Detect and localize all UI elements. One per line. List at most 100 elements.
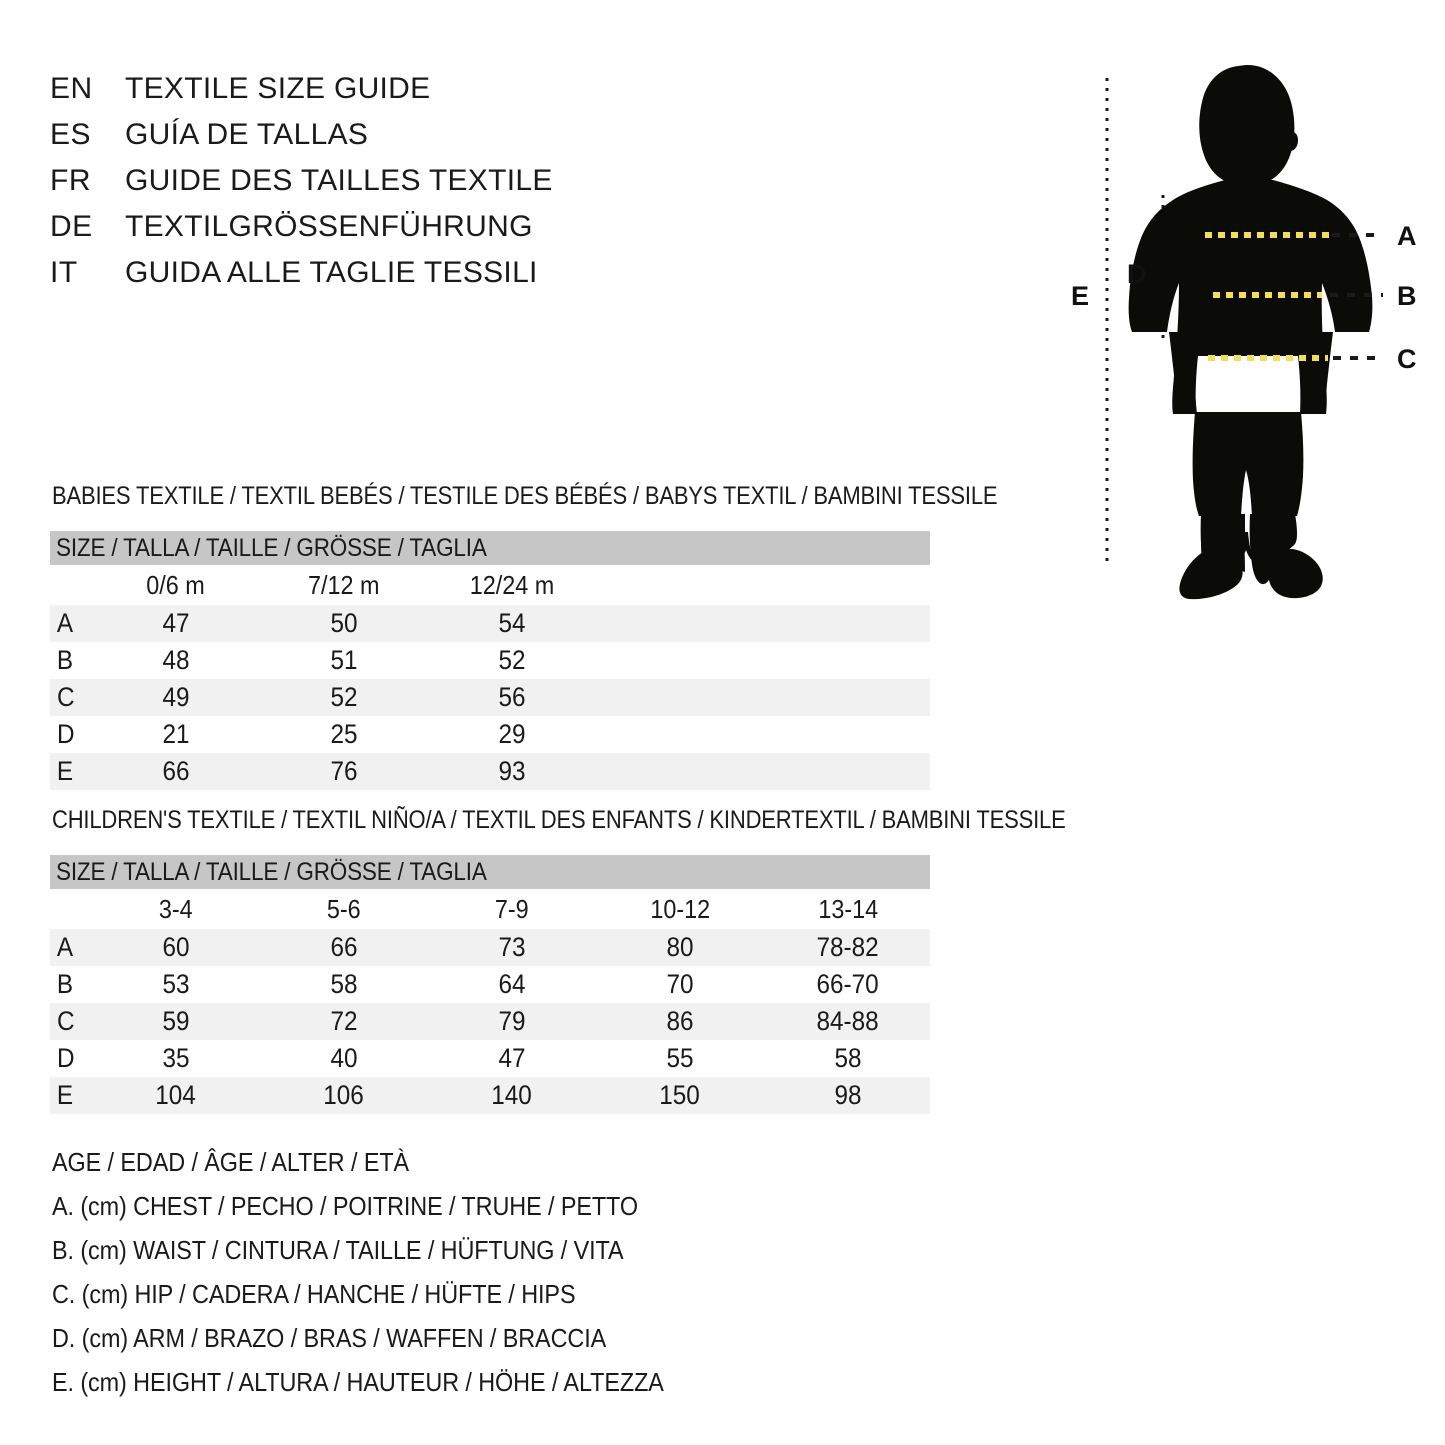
table-cell: 50 [330, 608, 358, 638]
table-row: D 35 40 47 55 58 [50, 1040, 930, 1077]
table-cell: 60 [162, 932, 190, 962]
table-cell: 58 [330, 969, 358, 999]
measure-row-label: C [56, 682, 75, 712]
babies-table-headbar: SIZE / TALLA / TAILLE / GRÖSSE / TAGLIA [50, 531, 930, 565]
table-cell: 98 [834, 1080, 862, 1110]
table-cell: 72 [330, 1006, 358, 1036]
table-cell: 47 [162, 608, 190, 638]
language-code: IT [50, 256, 78, 289]
table-cell: 104 [155, 1080, 197, 1110]
children-section-title: CHILDREN'S TEXTILE / TEXTIL NIÑO/A / TEX… [52, 806, 1066, 834]
babies-column-header: 0/6 m [146, 569, 206, 600]
legend-item: A. (cm) CHEST / PECHO / POITRINE / TRUHE… [52, 1191, 638, 1221]
language-code: ES [50, 118, 92, 151]
table-cell: 21 [162, 719, 190, 749]
table-cell: 25 [330, 719, 358, 749]
table-cell: 79 [498, 1006, 526, 1036]
children-headbar-label: SIZE / TALLA / TAILLE / GRÖSSE / TAGLIA [56, 858, 487, 886]
language-row: FR GUIDE DES TAILLES TEXTILE [50, 164, 670, 210]
table-cell: 80 [666, 932, 694, 962]
table-cell: 73 [498, 932, 526, 962]
babies-headbar-label: SIZE / TALLA / TAILLE / GRÖSSE / TAGLIA [56, 534, 487, 562]
legend-item: D. (cm) ARM / BRAZO / BRAS / WAFFEN / BR… [52, 1323, 607, 1353]
table-cell: 140 [491, 1080, 533, 1110]
measurement-legend: AGE / EDAD / ÂGE / ALTER / ETÀ A. (cm) C… [52, 1140, 732, 1404]
table-cell: 150 [659, 1080, 701, 1110]
language-title: TEXTILGRÖSSENFÜHRUNG [125, 210, 533, 243]
table-cell: 56 [498, 682, 526, 712]
child-silhouette [1128, 64, 1373, 600]
measure-row-label: E [56, 1080, 74, 1110]
legend-item: C. (cm) HIP / CADERA / HANCHE / HÜFTE / … [52, 1279, 576, 1309]
table-row: E 66 76 93 [50, 753, 930, 790]
language-title: TEXTILE SIZE GUIDE [125, 72, 431, 105]
table-cell: 64 [498, 969, 526, 999]
table-cell: 93 [498, 756, 526, 786]
marker-label-e: E [1071, 281, 1089, 311]
measure-row-label: A [56, 608, 74, 638]
babies-column-header: 12/24 m [469, 569, 555, 600]
language-row: IT GUIDA ALLE TAGLIE TESSILI [50, 256, 670, 302]
children-column-header: 13-14 [818, 893, 878, 924]
language-row: ES GUÍA DE TALLAS [50, 118, 670, 164]
language-title: GUIDA ALLE TAGLIE TESSILI [125, 256, 538, 289]
table-row: B 53 58 64 70 66-70 [50, 966, 930, 1003]
children-column-header: 3-4 [159, 893, 193, 924]
table-cell: 106 [323, 1080, 365, 1110]
language-header: EN TEXTILE SIZE GUIDE ES GUÍA DE TALLAS … [50, 72, 670, 302]
children-column-header-row: 3-4 5-6 7-9 10-12 13-14 [50, 889, 930, 929]
table-cell: 29 [498, 719, 526, 749]
table-row: D 21 25 29 [50, 716, 930, 753]
measure-row-label: D [56, 1043, 75, 1073]
measure-row-label: B [56, 645, 74, 675]
table-row: C 49 52 56 [50, 679, 930, 716]
marker-label-b: B [1397, 281, 1417, 311]
measure-row-label: D [56, 719, 75, 749]
measure-row-label: A [56, 932, 74, 962]
table-cell: 66 [330, 932, 358, 962]
table-cell: 48 [162, 645, 190, 675]
table-cell: 54 [498, 608, 526, 638]
table-cell: 49 [162, 682, 190, 712]
language-code: DE [50, 210, 93, 243]
marker-label-d: D [1127, 259, 1147, 289]
table-cell: 59 [162, 1006, 190, 1036]
table-cell: 76 [330, 756, 358, 786]
table-cell: 51 [330, 645, 358, 675]
legend-item: AGE / EDAD / ÂGE / ALTER / ETÀ [52, 1147, 410, 1177]
measurement-diagram: A B C D E [1045, 40, 1445, 600]
table-cell: 66 [162, 756, 190, 786]
children-table-headbar: SIZE / TALLA / TAILLE / GRÖSSE / TAGLIA [50, 855, 930, 889]
babies-column-header: 7/12 m [308, 569, 380, 600]
measure-row-label: C [56, 1006, 75, 1036]
table-cell: 86 [666, 1006, 694, 1036]
children-column-header: 5-6 [327, 893, 361, 924]
babies-column-header-row: 0/6 m 7/12 m 12/24 m [50, 565, 930, 605]
babies-section-title: BABIES TEXTILE / TEXTIL BEBÉS / TESTILE … [52, 482, 998, 510]
table-row: A 60 66 73 80 78-82 [50, 929, 930, 966]
measure-row-label: B [56, 969, 74, 999]
language-code: FR [50, 164, 91, 197]
table-cell: 35 [162, 1043, 190, 1073]
table-row: B 48 51 52 [50, 642, 930, 679]
children-column-header: 7-9 [495, 893, 529, 924]
marker-label-a: A [1397, 221, 1417, 251]
legend-item: B. (cm) WAIST / CINTURA / TAILLE / HÜFTU… [52, 1235, 624, 1265]
table-row: C 59 72 79 86 84-88 [50, 1003, 930, 1040]
language-title: GUIDE DES TAILLES TEXTILE [125, 164, 553, 197]
table-row: E 104 106 140 150 98 [50, 1077, 930, 1114]
table-cell: 53 [162, 969, 190, 999]
table-row: A 47 50 54 [50, 605, 930, 642]
table-cell: 52 [498, 645, 526, 675]
table-cell: 55 [666, 1043, 694, 1073]
table-cell: 70 [666, 969, 694, 999]
children-column-header: 10-12 [650, 893, 710, 924]
table-cell: 66-70 [816, 969, 880, 999]
table-cell: 58 [834, 1043, 862, 1073]
table-cell: 47 [498, 1043, 526, 1073]
babies-size-table: SIZE / TALLA / TAILLE / GRÖSSE / TAGLIA … [50, 531, 930, 790]
marker-label-c: C [1397, 344, 1417, 374]
language-code: EN [50, 72, 93, 105]
language-title: GUÍA DE TALLAS [125, 118, 369, 151]
